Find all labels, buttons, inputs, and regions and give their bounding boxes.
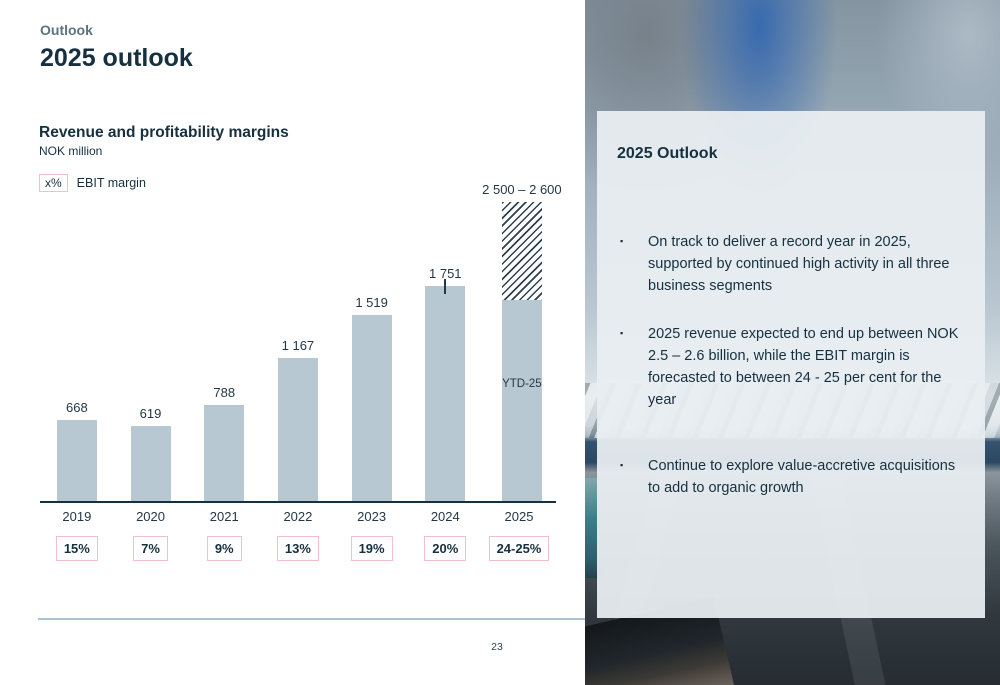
bar-2019 (56, 420, 97, 502)
page-number: 23 (491, 641, 503, 653)
bar-2022 (277, 358, 318, 502)
bar-2025-forecast (501, 202, 542, 301)
ytd-label: YTD-25 (502, 378, 542, 390)
bullet-item: ▪ Continue to explore value-accretive ac… (620, 455, 963, 499)
chart-column-2020: 619 (114, 182, 188, 502)
bar-2021 (204, 405, 245, 502)
year-label: 2023 (357, 509, 387, 524)
margin-cell: 13% (261, 536, 335, 561)
year-label: 2022 (283, 509, 313, 524)
bar-2024 (425, 279, 466, 502)
bullet-item: ▪ 2025 revenue expected to end up betwee… (620, 323, 963, 411)
bar-value-label: 1 751 (429, 266, 462, 281)
legend-swatch-box: x% (39, 174, 68, 192)
bar-2020 (130, 426, 171, 502)
bar-top-tick-marker (444, 279, 447, 294)
chart-column-2019: 668 (40, 182, 114, 502)
bar-value-label: 619 (139, 406, 162, 421)
ebit-margin-box: 9% (206, 536, 242, 561)
year-label: 2019 (62, 509, 92, 524)
margin-cell: 7% (114, 536, 188, 561)
bar-value-label: 788 (213, 385, 236, 400)
chart-column-2024: 1 751 (408, 182, 482, 502)
margin-cell: 15% (40, 536, 114, 561)
x-axis-labels: 2019 2020 2021 2022 2023 2024 2025 (40, 509, 556, 524)
chart-column-2025: 2 500 – 2 600 YTD-25 (482, 182, 562, 502)
margin-cell: 19% (335, 536, 409, 561)
slide-title: 2025 outlook (40, 44, 193, 72)
ebit-margin-box: 20% (424, 536, 467, 561)
bar-2023 (351, 315, 392, 502)
bullet-square-icon: ▪ (620, 328, 624, 338)
chart-pane: Outlook 2025 outlook Revenue and profita… (38, 22, 585, 653)
ebit-margin-box: 19% (350, 536, 393, 561)
ebit-margin-row: 15% 7% 9% 13% 19% 20% 24-25% (40, 536, 556, 561)
legend-label: EBIT margin (76, 176, 146, 190)
chart-unit-label: NOK million (39, 144, 103, 158)
margin-cell: 20% (408, 536, 482, 561)
bullet-item: ▪ On track to deliver a record year in 2… (620, 231, 963, 297)
ebit-margin-box: 7% (133, 536, 168, 561)
year-label: 2020 (136, 509, 165, 524)
outlook-text-panel: 2025 Outlook ▪ On track to deliver a rec… (597, 111, 985, 618)
ebit-margin-box: 13% (276, 536, 319, 561)
bullet-square-icon: ▪ (620, 236, 624, 246)
chart-column-2021: 788 (187, 182, 261, 502)
chart-title: Revenue and profitability margins (39, 124, 289, 141)
chart-column-2023: 1 519 (335, 182, 409, 502)
panel-heading: 2025 Outlook (617, 145, 718, 162)
bullet-text: On track to deliver a record year in 202… (648, 234, 950, 294)
bar-chart-plot: 668 619 788 1 167 1 519 1 751 (40, 182, 562, 502)
footer-divider (38, 618, 585, 620)
bar-2025-ytd: YTD-25 (501, 300, 542, 502)
year-label: 2025 (504, 509, 534, 524)
background-photo: 2025 Outlook ▪ On track to deliver a rec… (585, 0, 1000, 685)
margin-cell: 24-25% (482, 536, 556, 561)
bar-value-label: 1 167 (281, 338, 315, 353)
ebit-margin-box: 15% (55, 536, 98, 561)
bullet-text: Continue to explore value-accretive acqu… (648, 458, 956, 496)
margin-cell: 9% (187, 536, 261, 561)
year-label: 2021 (209, 509, 239, 524)
bar-value-label: 668 (65, 400, 88, 415)
x-axis-line (40, 501, 556, 503)
chart-column-2022: 1 167 (261, 182, 335, 502)
year-label: 2024 (430, 509, 460, 524)
section-eyebrow: Outlook (40, 22, 93, 38)
bar-range-label: 2 500 – 2 600 (482, 182, 562, 197)
ebit-margin-box: 24-25% (488, 536, 550, 561)
chart-legend: x% EBIT margin (39, 174, 146, 192)
bar-value-label: 1 519 (355, 295, 388, 310)
bullet-text: 2025 revenue expected to end up between … (648, 326, 959, 408)
bullet-square-icon: ▪ (620, 460, 624, 470)
